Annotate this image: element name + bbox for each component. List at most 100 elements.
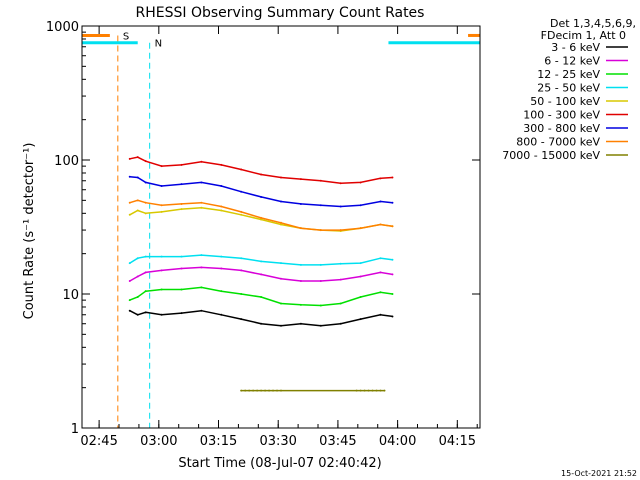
x-tick-label: 03:45	[319, 434, 356, 449]
data-point	[128, 175, 131, 178]
x-tick-label: 03:30	[259, 434, 296, 449]
data-point	[180, 208, 183, 211]
data-point	[391, 176, 394, 179]
data-point	[160, 210, 163, 213]
data-point	[359, 227, 362, 230]
data-point	[128, 280, 131, 283]
data-point	[220, 290, 223, 293]
data-point	[260, 173, 263, 176]
data-point	[379, 177, 382, 180]
data-point	[299, 303, 302, 306]
data-point	[160, 313, 163, 316]
x-tick-label: 04:00	[379, 434, 416, 449]
data-point	[379, 389, 382, 392]
legend-entry-label: 800 - 7000 keV	[516, 136, 600, 149]
data-point	[260, 389, 263, 392]
data-point	[280, 223, 282, 226]
data-point	[280, 200, 282, 203]
data-point	[128, 213, 131, 216]
data-point	[252, 389, 255, 392]
data-point	[180, 183, 183, 186]
legend-entry-label: 6 - 12 keV	[544, 55, 600, 68]
data-point	[144, 160, 147, 163]
data-point	[180, 312, 183, 315]
data-point	[136, 313, 139, 316]
data-point	[260, 273, 263, 276]
data-point	[144, 271, 147, 274]
data-point	[359, 389, 362, 392]
x-tick-label: 03:15	[200, 434, 237, 449]
data-point	[144, 255, 147, 258]
footer-timestamp: 15-Oct-2021 21:52	[561, 469, 637, 478]
y-tick-label: 1000	[46, 20, 79, 35]
y-axis-label: Count Rate (s⁻¹ detector⁻¹)	[22, 143, 37, 320]
legend-entry-label: 25 - 50 keV	[537, 82, 600, 95]
legend-entry-label: 7000 - 15000 keV	[502, 149, 600, 162]
legend-header-line1: Det 1,3,4,5,6,9,	[550, 17, 636, 30]
data-point	[359, 295, 362, 298]
data-point	[379, 257, 382, 260]
data-point	[180, 255, 183, 258]
data-point	[319, 263, 322, 266]
data-point	[339, 302, 342, 305]
series-line	[129, 199, 393, 231]
data-point	[379, 271, 382, 274]
y-tick-label: 10	[62, 288, 79, 303]
legend-entry-label: 12 - 25 keV	[537, 68, 600, 81]
data-point	[240, 318, 243, 321]
data-point	[240, 190, 243, 193]
data-point	[260, 218, 263, 221]
data-point	[260, 322, 263, 325]
data-point	[180, 288, 183, 291]
series-line	[129, 254, 393, 266]
data-point	[319, 304, 322, 307]
data-point	[240, 210, 243, 213]
data-point	[136, 176, 139, 179]
data-point	[136, 199, 139, 202]
data-point	[379, 313, 382, 316]
x-tick-label: 03:00	[140, 434, 177, 449]
data-point	[136, 209, 139, 212]
data-point	[136, 275, 139, 278]
data-point	[200, 309, 203, 312]
data-point	[136, 257, 139, 260]
data-point	[180, 202, 183, 205]
legend-entry-label: 300 - 800 keV	[523, 122, 600, 135]
data-point	[319, 179, 322, 182]
data-point	[144, 212, 147, 215]
data-point	[200, 254, 203, 257]
data-point	[200, 201, 203, 204]
data-point	[128, 299, 131, 302]
data-point	[220, 205, 223, 208]
data-point	[379, 200, 382, 203]
data-point	[200, 206, 203, 209]
legend-entry-label: 3 - 6 keV	[551, 41, 600, 54]
data-point	[160, 269, 163, 272]
data-point	[280, 389, 282, 392]
data-point	[339, 205, 342, 208]
x-tick-label: 02:45	[80, 434, 117, 449]
data-point	[268, 389, 271, 392]
data-point	[299, 178, 302, 181]
data-point	[248, 389, 251, 392]
data-point	[128, 157, 131, 160]
data-point	[355, 389, 358, 392]
data-point	[260, 295, 263, 298]
data-point	[359, 262, 362, 265]
chart-title: RHESSI Observing Summary Count Rates	[136, 5, 425, 21]
data-point	[240, 168, 243, 171]
data-point	[220, 313, 223, 316]
data-point	[339, 229, 342, 232]
data-point	[299, 263, 302, 266]
data-point	[220, 163, 223, 166]
data-point	[160, 184, 163, 187]
data-point	[200, 181, 203, 184]
legend-entry-label: 100 - 300 keV	[523, 109, 600, 122]
data-point	[391, 293, 394, 295]
data-point	[363, 389, 366, 392]
data-point	[144, 290, 147, 293]
data-point	[375, 389, 378, 392]
data-point	[240, 257, 243, 260]
